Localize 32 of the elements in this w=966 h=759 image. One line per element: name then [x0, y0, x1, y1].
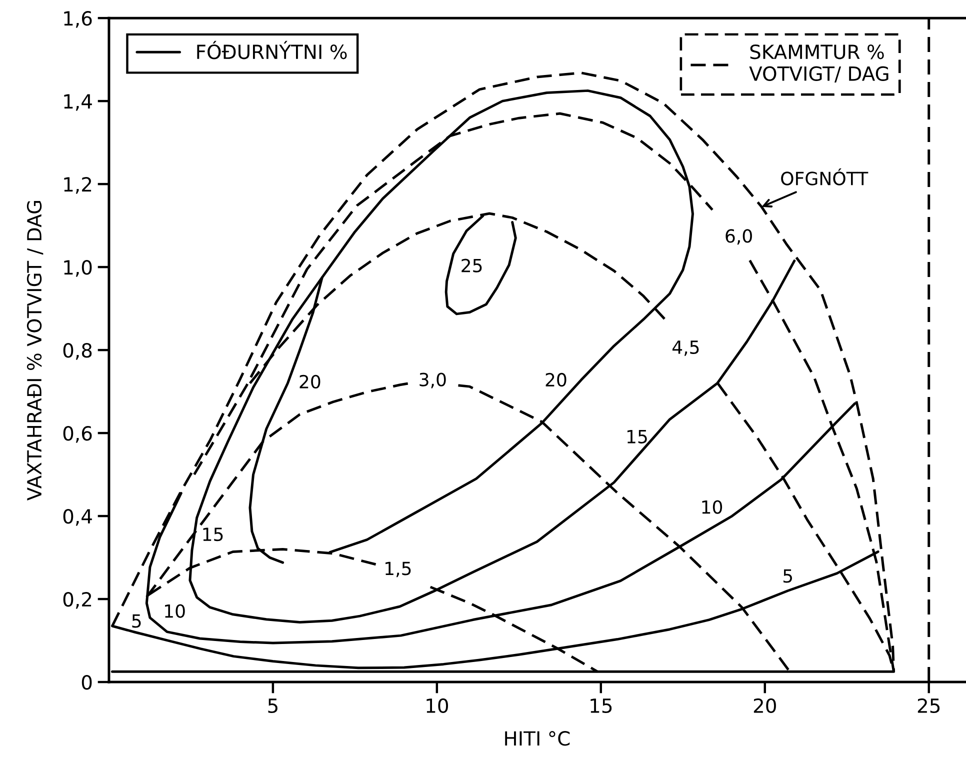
annotation: 20 — [300, 374, 320, 388]
legend-label: FÓÐURNÝTNI % — [197, 40, 347, 60]
annotation: 10 — [165, 604, 185, 618]
y-tick-label: 1,6 — [64, 11, 92, 28]
legend-label: SKAMMTUR % VOTVIGT/ DAG — [749, 44, 888, 82]
y-tick-label: 0,4 — [63, 509, 92, 526]
annotation: 6,0 — [726, 229, 752, 245]
y-tick-label: 0 — [82, 674, 92, 690]
y-tick-label: 1,0 — [64, 260, 92, 277]
x-tick-label: 10 — [426, 698, 448, 714]
x-tick-label: 5 — [268, 698, 278, 714]
y-tick-label: 1,2 — [64, 177, 92, 194]
y-tick-label: 0,2 — [63, 592, 92, 609]
y-tick-label: 1,4 — [64, 94, 92, 111]
annotation: 10 — [702, 500, 722, 514]
annotation: 15 — [627, 430, 647, 444]
x-axis-title: HITI °C — [505, 731, 570, 746]
annotation: 15 — [203, 528, 223, 542]
annotation: 3,0 — [420, 372, 446, 388]
annotation: 5 — [783, 569, 792, 583]
x-tick-label: 25 — [918, 698, 940, 714]
annotation: 1,5 — [386, 562, 411, 578]
y-axis-title: VAXTAHRAÐI % VOTVIGT / DAG — [26, 200, 44, 501]
annotation: OFGNÓTT — [781, 168, 868, 186]
annotation: 5 — [132, 614, 141, 628]
annotation: 4,5 — [672, 340, 699, 356]
annotation: 25 — [462, 258, 482, 272]
annotation: 20 — [546, 372, 566, 387]
x-tick-label: 20 — [754, 698, 776, 714]
x-tick-label: 15 — [590, 698, 612, 714]
y-tick-label: 0,8 — [63, 343, 92, 360]
y-tick-label: 0,6 — [63, 426, 92, 443]
